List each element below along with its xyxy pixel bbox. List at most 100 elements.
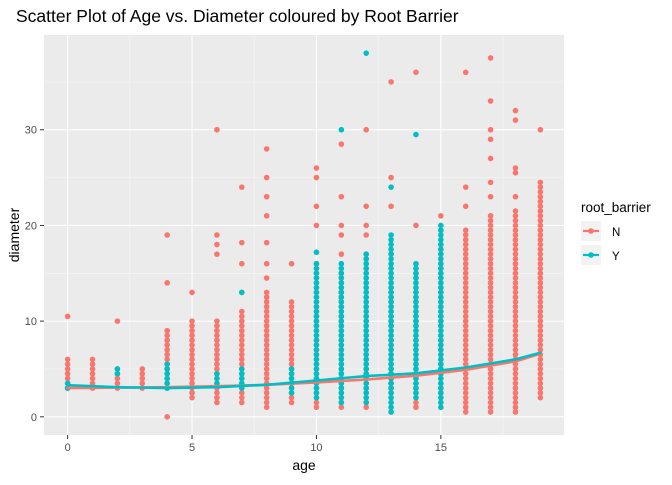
- scatter-point-y: [313, 265, 320, 272]
- scatter-point-y: [438, 251, 444, 257]
- scatter-point-n: [388, 203, 394, 210]
- scatter-point-y: [164, 370, 170, 377]
- scatter-point-n: [263, 239, 270, 246]
- scatter-point-y: [288, 385, 295, 391]
- scatter-point-n: [537, 375, 544, 382]
- scatter-point-n: [512, 284, 519, 291]
- scatter-point-n: [512, 308, 519, 315]
- scatter-point-y: [438, 394, 444, 401]
- scatter-point-y: [388, 366, 394, 372]
- scatter-point-y: [164, 375, 170, 382]
- scatter-point-n: [363, 222, 370, 229]
- scatter-point-y: [388, 385, 394, 391]
- scatter-point-n: [487, 251, 494, 257]
- scatter-point-y: [438, 236, 444, 243]
- scatter-point-n: [512, 260, 519, 267]
- scatter-point-n: [512, 380, 519, 387]
- scatter-point-y: [338, 370, 345, 377]
- scatter-point-n: [263, 390, 270, 396]
- scatter-point-n: [164, 342, 170, 348]
- scatter-point-n: [487, 303, 494, 310]
- legend-key-point-y: [588, 252, 594, 258]
- scatter-point-y: [388, 236, 394, 243]
- scatter-point-n: [462, 394, 469, 401]
- scatter-point-n: [512, 409, 519, 415]
- scatter-point-n: [487, 409, 494, 415]
- scatter-point-n: [537, 208, 544, 214]
- scatter-point-n: [189, 375, 195, 382]
- scatter-point-n: [487, 275, 494, 281]
- scatter-point-n: [64, 356, 71, 363]
- scatter-point-n: [288, 323, 295, 329]
- scatter-point-n: [263, 299, 270, 305]
- scatter-point-n: [462, 303, 469, 310]
- scatter-point-n: [537, 356, 544, 363]
- scatter-point-n: [462, 227, 469, 234]
- scatter-point-y: [313, 390, 320, 396]
- scatter-point-y: [363, 308, 370, 315]
- scatter-point-n: [189, 332, 195, 339]
- scatter-point-n: [487, 213, 494, 219]
- scatter-point-y: [363, 366, 370, 372]
- scatter-point-n: [487, 232, 494, 238]
- scatter-point-n: [288, 356, 295, 363]
- scatter-point-n: [189, 337, 195, 344]
- scatter-point-n: [238, 239, 245, 246]
- scatter-point-y: [214, 370, 220, 377]
- scatter-point-n: [537, 203, 544, 210]
- scatter-point-y: [363, 318, 370, 324]
- scatter-point-n: [263, 342, 270, 348]
- scatter-point-n: [89, 380, 96, 387]
- scatter-point-n: [537, 232, 544, 238]
- scatter-point-y: [438, 270, 444, 277]
- scatter-point-n: [388, 174, 394, 181]
- x-tick-label: 0: [65, 442, 71, 454]
- scatter-point-n: [338, 193, 345, 200]
- scatter-point-y: [388, 275, 394, 281]
- scatter-point-n: [537, 327, 544, 334]
- scatter-point-n: [313, 165, 320, 171]
- scatter-point-y: [363, 323, 370, 329]
- scatter-point-n: [438, 213, 444, 219]
- scatter-point-n: [189, 356, 195, 363]
- scatter-point-n: [263, 146, 270, 152]
- legend-label-n: N: [612, 227, 620, 239]
- scatter-point-n: [537, 303, 544, 310]
- scatter-point-y: [363, 394, 370, 401]
- scatter-point-y: [388, 409, 394, 415]
- y-tick-label: 0: [31, 412, 37, 424]
- legend: root_barrier N Y: [581, 200, 651, 265]
- scatter-point-n: [263, 213, 270, 219]
- scatter-point-y: [388, 294, 394, 301]
- scatter-point-y: [413, 390, 419, 396]
- scatter-point-n: [263, 332, 270, 339]
- scatter-point-n: [263, 399, 270, 406]
- scatter-point-n: [462, 236, 469, 243]
- scatter-point-n: [288, 342, 295, 348]
- scatter-point-n: [537, 318, 544, 324]
- scatter-point-n: [487, 193, 494, 200]
- scatter-point-y: [363, 260, 370, 267]
- scatter-point-n: [238, 337, 245, 344]
- scatter-point-y: [338, 294, 345, 301]
- scatter-point-n: [487, 284, 494, 291]
- scatter-point-n: [537, 284, 544, 291]
- scatter-point-y: [363, 275, 370, 281]
- scatter-point-n: [512, 107, 519, 114]
- scatter-point-n: [263, 366, 270, 372]
- scatter-point-y: [388, 284, 394, 291]
- scatter-point-n: [487, 136, 494, 143]
- scatter-point-n: [238, 399, 245, 406]
- scatter-point-y: [438, 404, 444, 411]
- scatter-point-n: [512, 246, 519, 253]
- scatter-point-n: [263, 193, 270, 200]
- scatter-point-n: [164, 327, 170, 334]
- scatter-point-n: [238, 342, 245, 348]
- scatter-point-y: [413, 284, 419, 291]
- scatter-point-n: [462, 308, 469, 315]
- scatter-point-y: [413, 323, 419, 329]
- scatter-point-y: [413, 342, 419, 348]
- scatter-point-y: [438, 375, 444, 382]
- scatter-point-y: [388, 313, 394, 320]
- scatter-point-y: [338, 399, 345, 406]
